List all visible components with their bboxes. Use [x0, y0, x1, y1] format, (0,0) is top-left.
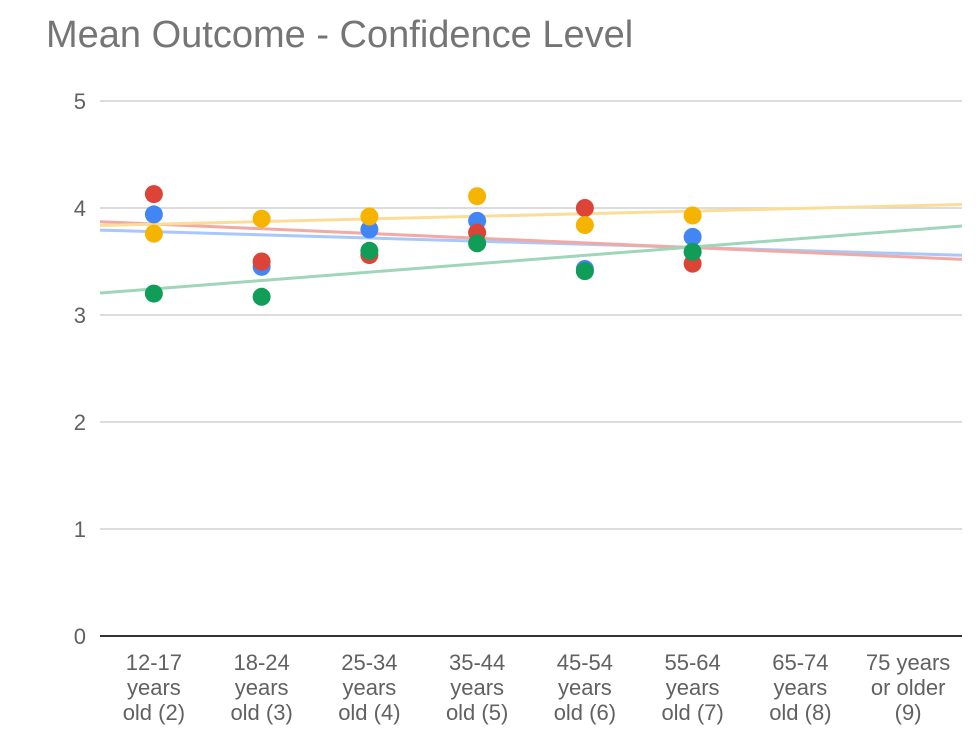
- gridlines: [100, 100, 962, 637]
- data-point: [468, 187, 487, 206]
- data-point: [144, 205, 163, 224]
- y-axis-labels: 0 1 2 3 4 5: [74, 89, 86, 649]
- x-tick-label: 12-17 years old (2): [123, 650, 185, 725]
- x-tick-label: 45-54 years old (6): [554, 650, 616, 725]
- trendline: [99, 220, 963, 261]
- data-point: [252, 252, 271, 271]
- data-point: [360, 207, 379, 226]
- y-tick-label: 4: [74, 196, 86, 221]
- x-tick-label: 65-74 years old (8): [769, 650, 831, 725]
- data-point: [144, 185, 163, 204]
- y-tick-label: 3: [74, 303, 86, 328]
- x-tick-label: 75 years or older (9): [866, 650, 950, 725]
- x-tick-label: 18-24 years old (3): [230, 650, 292, 725]
- chart-title: Mean Outcome - Confidence Level: [46, 14, 634, 56]
- data-point: [683, 242, 702, 261]
- data-points: [144, 185, 702, 306]
- data-point: [468, 234, 487, 253]
- data-point: [575, 216, 594, 235]
- data-point: [252, 287, 271, 306]
- y-tick-label: 1: [74, 517, 86, 542]
- y-tick-label: 2: [74, 410, 86, 435]
- trendlines: [99, 202, 963, 295]
- y-tick-label: 5: [74, 89, 86, 114]
- data-point: [575, 199, 594, 217]
- x-tick-label: 25-34 years old (4): [338, 650, 400, 725]
- data-point: [683, 206, 702, 225]
- data-point: [144, 284, 163, 303]
- data-point: [683, 227, 702, 246]
- trendline: [99, 202, 963, 228]
- x-tick-label: 35-44 years old (5): [446, 650, 508, 725]
- data-point: [360, 220, 379, 239]
- data-point: [252, 209, 271, 228]
- x-tick-label: 55-64 years old (7): [661, 650, 723, 725]
- trendline: [99, 228, 963, 257]
- data-point: [360, 241, 379, 260]
- data-point: [575, 262, 594, 281]
- data-point: [144, 224, 163, 243]
- x-axis-labels: 12-17 years old (2) 18-24 years old (3) 25-34 y…: [123, 650, 951, 725]
- trendline: [99, 224, 963, 295]
- y-tick-label: 0: [74, 624, 86, 649]
